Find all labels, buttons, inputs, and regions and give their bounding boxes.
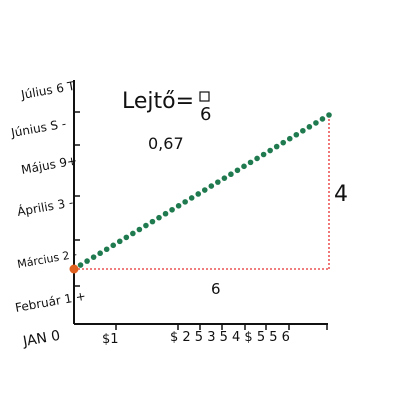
series-point: [169, 206, 175, 213]
series-point: [123, 234, 130, 241]
series-point: [143, 222, 149, 229]
y-tick-label: Március 2 -: [16, 248, 78, 271]
series-point: [156, 214, 162, 221]
series-point: [149, 218, 156, 225]
series-point: [326, 112, 332, 118]
series-point: [313, 120, 319, 126]
series-point: [260, 151, 267, 158]
series-point: [286, 135, 293, 142]
series-point: [103, 246, 110, 253]
series-point: [110, 242, 117, 249]
y-tick-label: Május 9+: [20, 153, 78, 177]
series-point: [77, 262, 84, 268]
fraction-denominator: 6: [200, 104, 211, 125]
y-axis-ticks: [74, 111, 80, 287]
y-tick-label: Február 1 +: [14, 289, 87, 315]
fraction-numerator-box: [199, 91, 210, 102]
y-tick-label: JAN 0: [21, 328, 61, 350]
series-point: [280, 139, 287, 146]
start-point-marker: [69, 264, 79, 274]
series-point: [300, 127, 306, 134]
series-point: [273, 143, 280, 150]
series-point: [254, 155, 260, 162]
x-axis-ticks: [115, 324, 328, 330]
series-point: [90, 254, 97, 260]
x-tick-label: $ 2 5 3 5 4 $ 5 5 6: [170, 330, 290, 345]
y-tick-label: Április 3 -: [16, 194, 74, 219]
run-label: 6: [211, 280, 221, 298]
series-point: [162, 210, 169, 217]
y-tick-label: Július 6 T: [19, 79, 77, 103]
series-point: [234, 167, 241, 174]
series-point: [97, 250, 103, 257]
series-point: [116, 238, 123, 245]
series-point: [221, 175, 228, 181]
series-point: [267, 147, 273, 154]
rise-label: 4: [334, 182, 348, 207]
series-point: [195, 191, 202, 197]
x-tick-label: $1: [102, 332, 119, 347]
series-point: [175, 203, 182, 209]
series-point: [188, 195, 195, 201]
series-point: [201, 187, 208, 193]
series-point: [130, 230, 136, 237]
series-point: [182, 199, 188, 205]
series-point: [208, 183, 215, 189]
series-point: [319, 116, 326, 122]
series-point: [136, 226, 143, 233]
y-tick-label: Június S -: [9, 117, 67, 141]
series-line: [71, 112, 332, 272]
slope-value: 0,67: [148, 134, 184, 153]
series-point: [241, 163, 247, 170]
series-point: [247, 159, 254, 166]
y-tick-labels: JAN 0 Február 1 + Március 2 - Április 3 …: [9, 79, 87, 350]
series-point: [293, 131, 300, 138]
series-point: [215, 179, 221, 185]
chart-title: Lejtő=: [122, 89, 194, 114]
series-point: [228, 171, 234, 178]
series-point: [84, 258, 90, 264]
series-point: [306, 124, 313, 130]
